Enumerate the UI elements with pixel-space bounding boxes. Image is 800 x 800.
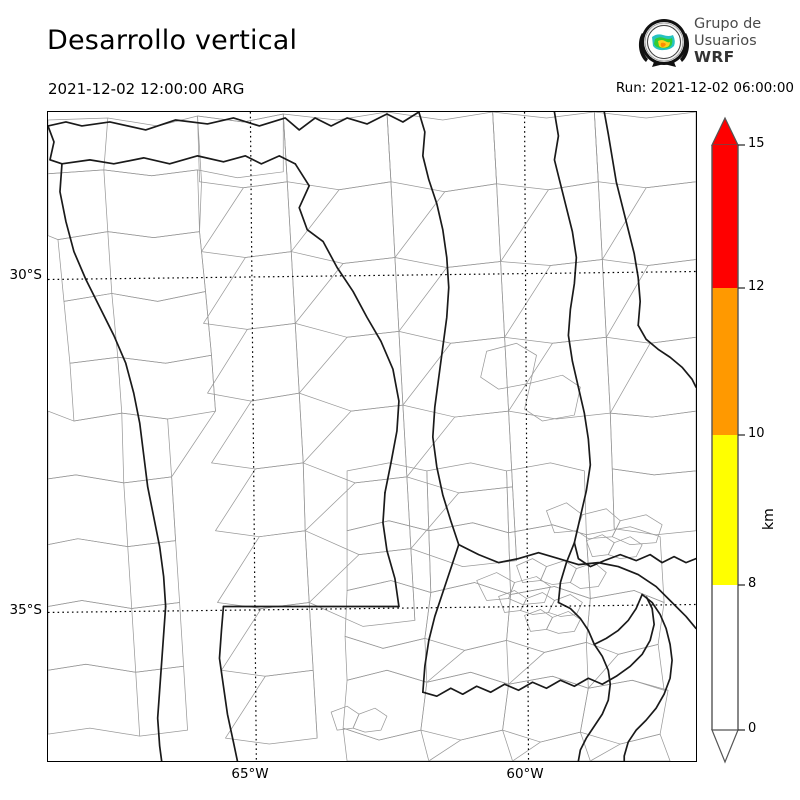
wrf-user-group-logo: Grupo de Usuarios WRF bbox=[636, 16, 796, 74]
colorbar-band-red bbox=[712, 145, 738, 288]
graticule-lines bbox=[48, 112, 696, 761]
colorbar-band-white bbox=[712, 585, 738, 730]
lon-label-60w: 60°W bbox=[506, 766, 544, 782]
run-time-label: Run: 2021-12-02 06:00:00 bbox=[615, 80, 794, 96]
map-vector-layer bbox=[48, 112, 696, 761]
colorbar-graphic bbox=[711, 116, 745, 764]
logo-text: Grupo de Usuarios WRF bbox=[694, 16, 798, 72]
colorbar-band-orange bbox=[712, 288, 738, 435]
coastline bbox=[615, 596, 655, 677]
colorbar-extend-max-arrow bbox=[711, 116, 739, 146]
lat-label-35s: 35°S bbox=[9, 602, 43, 618]
globe-emblem-icon bbox=[638, 19, 690, 67]
province-boundaries bbox=[48, 112, 696, 761]
lon-label-65w: 65°W bbox=[231, 766, 269, 782]
logo-line-3: WRF bbox=[694, 48, 735, 66]
map-canvas[interactable] bbox=[47, 111, 697, 762]
colorbar: 15 12 10 8 0 km bbox=[700, 112, 796, 772]
colorbar-tick-10: 10 bbox=[748, 426, 765, 441]
colorbar-tick-12: 12 bbox=[748, 279, 765, 294]
colorbar-tick-0: 0 bbox=[748, 721, 757, 736]
colorbar-extend-min-arrow bbox=[711, 729, 739, 764]
logo-line-1: Grupo de bbox=[694, 16, 762, 32]
lat-label-30s: 30°S bbox=[9, 267, 43, 283]
department-boundaries bbox=[48, 112, 696, 761]
colorbar-band-yellow bbox=[712, 435, 738, 585]
colorbar-tick-15: 15 bbox=[748, 136, 765, 151]
valid-time-label: 2021-12-02 12:00:00 ARG bbox=[48, 80, 245, 98]
page-title: Desarrollo vertical bbox=[47, 25, 298, 56]
colorbar-tick-8: 8 bbox=[748, 576, 757, 591]
colorbar-unit-label: km bbox=[761, 508, 777, 530]
logo-line-2: Usuarios bbox=[694, 32, 757, 49]
